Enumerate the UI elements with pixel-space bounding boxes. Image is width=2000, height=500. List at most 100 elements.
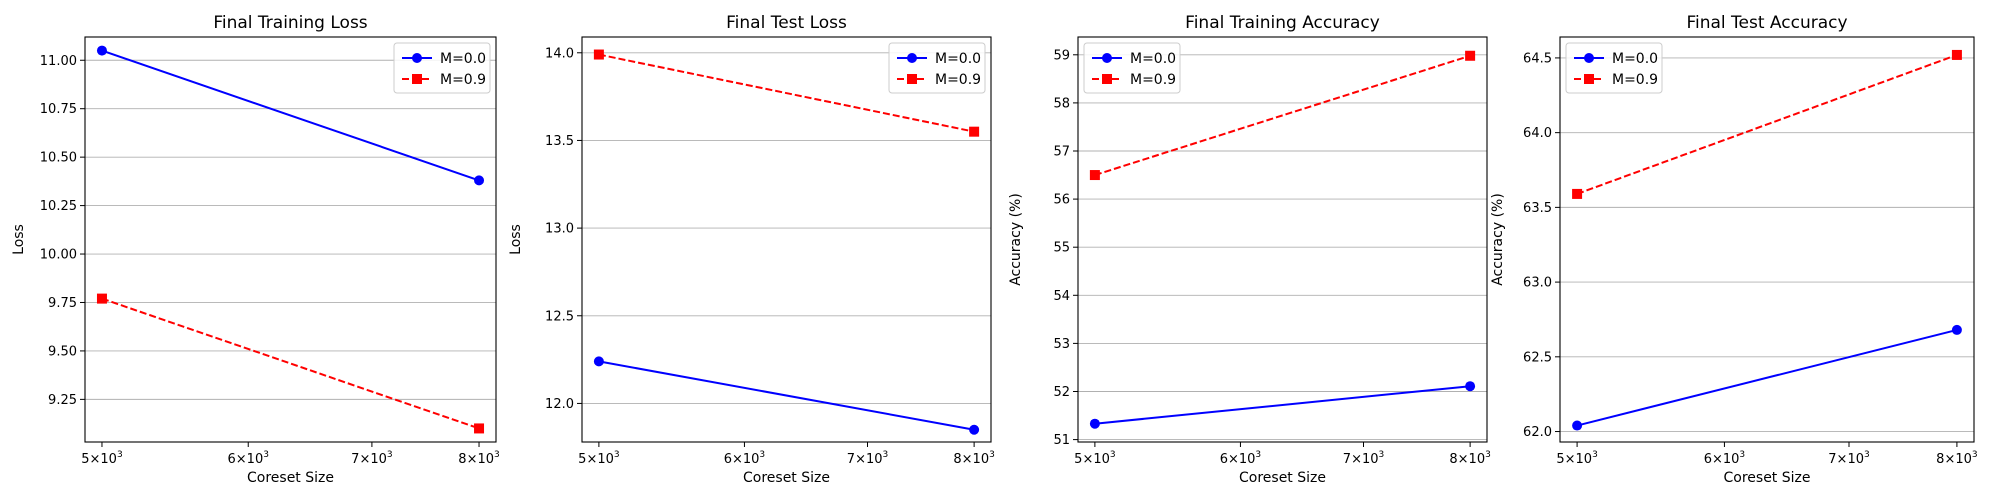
x-tick-exponent: 3 — [1379, 450, 1385, 460]
legend-label: M=0.0 — [1130, 51, 1176, 67]
x-tick-exponent: 3 — [494, 450, 500, 460]
x-tick-times: ×10 — [467, 452, 494, 467]
x-tick-label: 5×103 — [1556, 450, 1597, 467]
x-axis-label: Coreset Size — [247, 470, 334, 486]
x-tick-exponent: 3 — [759, 450, 765, 460]
y-tick-label: 12.0 — [545, 397, 574, 412]
y-axis-label: Loss — [508, 224, 524, 255]
x-tick-times: ×10 — [236, 452, 263, 467]
legend: M=0.0 M=0.9 — [888, 42, 986, 94]
data-point-circle — [1572, 420, 1583, 431]
data-point-square — [969, 126, 980, 137]
x-tick-base: 8 — [953, 452, 961, 467]
x-tick-times: ×10 — [90, 452, 117, 467]
legend: M=0.0 M=0.9 — [393, 42, 491, 94]
x-tick-base: 7 — [847, 452, 855, 467]
legend: M=0.0 M=0.9 — [1565, 42, 1663, 94]
data-point-circle — [474, 175, 485, 186]
data-point-circle — [1951, 324, 1962, 335]
series-line-2 — [1576, 53, 1958, 195]
y-tick-label: 62.0 — [1523, 425, 1552, 440]
y-tick-label: 63.0 — [1523, 276, 1552, 291]
data-point-square — [1465, 50, 1476, 61]
x-tick-label: 8×103 — [953, 450, 994, 467]
x-tick-times: ×10 — [1228, 452, 1255, 467]
x-tick-exponent: 3 — [1972, 450, 1978, 460]
x-tick-exponent: 3 — [614, 450, 620, 460]
x-axis-label: Coreset Size — [743, 470, 830, 486]
x-tick-label: 8×103 — [1449, 450, 1490, 467]
x-tick-exponent: 3 — [1592, 450, 1598, 460]
x-tick-exponent: 3 — [1485, 450, 1491, 460]
chart-title: Final Test Accuracy — [1686, 13, 1847, 33]
y-tick-label: 56 — [1053, 193, 1070, 208]
data-point-square — [593, 49, 604, 60]
series-line-1 — [101, 49, 480, 182]
x-tick-base: 5 — [81, 452, 89, 467]
x-tick-base: 8 — [1936, 452, 1944, 467]
x-tick-label: 6×103 — [1704, 450, 1745, 467]
x-tick-base: 6 — [228, 452, 236, 467]
legend-marker-square — [1102, 74, 1112, 84]
data-point-circle — [593, 356, 604, 367]
data-point-square — [1089, 170, 1100, 181]
series-line-1 — [1094, 385, 1471, 425]
y-tick-label: 9.75 — [48, 296, 77, 311]
series-line-1 — [598, 360, 975, 431]
x-tick-exponent: 3 — [117, 450, 123, 460]
x-tick-exponent: 3 — [1864, 450, 1870, 460]
data-point-circle — [1089, 418, 1100, 429]
x-tick-exponent: 3 — [883, 450, 889, 460]
series-line-1 — [1576, 328, 1958, 427]
y-tick-label: 13.5 — [545, 134, 574, 149]
x-tick-label: 6×103 — [1220, 450, 1261, 467]
legend-marker-square — [412, 74, 422, 84]
y-axis-label: Loss — [11, 224, 27, 255]
x-tick-times: ×10 — [855, 452, 882, 467]
legend-label: M=0.0 — [1612, 51, 1658, 67]
data-point-square — [474, 423, 485, 434]
x-tick-exponent: 3 — [263, 450, 269, 460]
y-tick-label: 51 — [1053, 433, 1070, 448]
y-tick-label: 12.5 — [545, 309, 574, 324]
x-tick-times: ×10 — [1712, 452, 1739, 467]
x-tick-label: 5×103 — [81, 450, 122, 467]
x-tick-exponent: 3 — [989, 450, 995, 460]
axes-frame — [581, 36, 992, 443]
y-tick-label: 55 — [1053, 241, 1070, 256]
x-tick-times: ×10 — [732, 452, 759, 467]
x-tick-label: 7×103 — [847, 450, 888, 467]
x-tick-exponent: 3 — [1255, 450, 1261, 460]
x-tick-times: ×10 — [359, 452, 386, 467]
x-tick-label: 8×103 — [1936, 450, 1977, 467]
x-tick-label: 6×103 — [724, 450, 765, 467]
x-tick-base: 8 — [458, 452, 466, 467]
x-tick-label: 7×103 — [351, 450, 392, 467]
y-axis-label: Accuracy (%) — [1490, 193, 1506, 286]
x-tick-times: ×10 — [1565, 452, 1592, 467]
axes-frame — [84, 36, 497, 443]
x-tick-times: ×10 — [586, 452, 613, 467]
x-tick-base: 8 — [1449, 452, 1457, 467]
y-tick-label: 64.5 — [1523, 51, 1552, 66]
series-line-2 — [1094, 54, 1471, 177]
y-tick-label: 54 — [1053, 289, 1070, 304]
legend-label: M=0.9 — [440, 72, 486, 88]
y-tick-label: 11.00 — [40, 54, 77, 69]
x-tick-times: ×10 — [1837, 452, 1864, 467]
data-point-square — [1951, 49, 1962, 60]
x-tick-label: 5×103 — [1074, 450, 1115, 467]
y-tick-label: 10.75 — [40, 102, 77, 117]
x-tick-label: 6×103 — [228, 450, 269, 467]
y-tick-label: 53 — [1053, 337, 1070, 352]
y-tick-label: 10.50 — [40, 151, 77, 166]
x-tick-base: 7 — [1828, 452, 1836, 467]
legend: M=0.0 M=0.9 — [1083, 42, 1181, 94]
chart-panel-4: 62.062.563.063.564.064.55×103 6×103 7×103 8… — [1490, 13, 1978, 486]
x-tick-exponent: 3 — [1739, 450, 1745, 460]
data-point-circle — [1465, 381, 1476, 392]
y-tick-label: 10.00 — [40, 248, 77, 263]
legend-marker-square — [1584, 74, 1594, 84]
